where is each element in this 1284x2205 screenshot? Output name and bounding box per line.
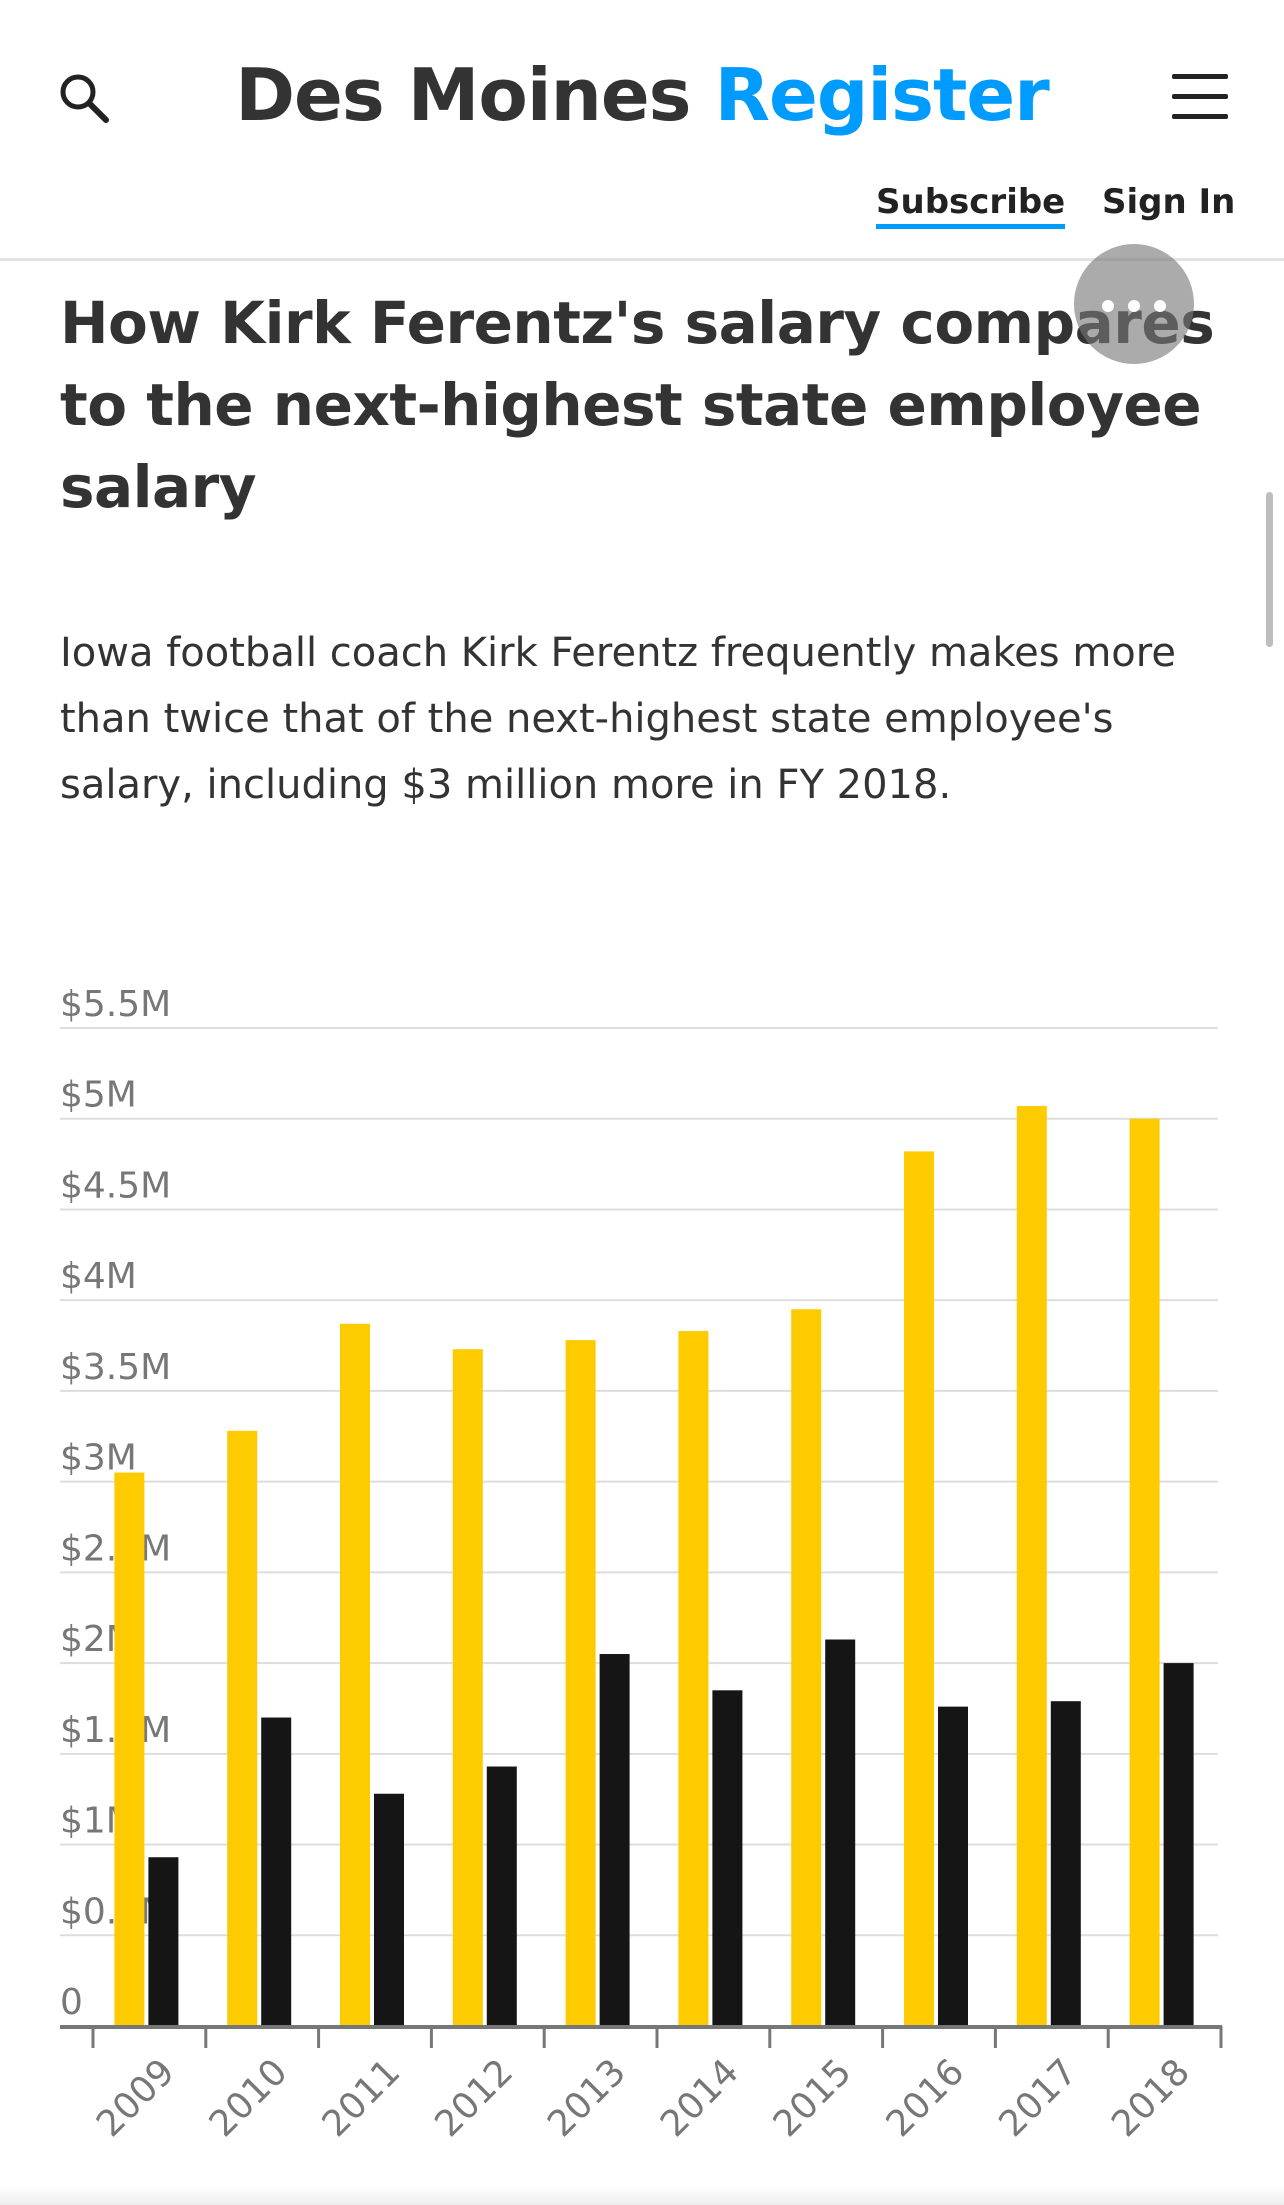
bar-next-highest bbox=[599, 1654, 630, 2026]
sign-in-link[interactable]: Sign In bbox=[1102, 182, 1236, 222]
bar-ferentz bbox=[678, 1331, 709, 2026]
x-tick-label: 2012 bbox=[427, 2051, 521, 2145]
brand-accent-text: Register bbox=[714, 53, 1050, 137]
bar-next-highest bbox=[486, 1766, 517, 2026]
y-tick-label: $3M bbox=[60, 1438, 137, 1479]
bar-next-highest bbox=[825, 1639, 856, 2026]
hamburger-menu-icon[interactable] bbox=[1172, 74, 1228, 120]
x-tick-label: 2011 bbox=[315, 2051, 409, 2145]
x-tick-label: 2009 bbox=[89, 2051, 183, 2145]
bar-next-highest bbox=[1050, 1701, 1081, 2026]
bar-ferentz bbox=[904, 1151, 934, 2026]
bar-ferentz bbox=[791, 1309, 822, 2026]
x-tick-label: 2013 bbox=[540, 2051, 634, 2145]
bar-ferentz bbox=[227, 1430, 258, 2026]
x-tick-label: 2010 bbox=[202, 2051, 296, 2145]
article-description: Iowa football coach Kirk Ferentz frequen… bbox=[60, 630, 1176, 808]
bar-ferentz bbox=[340, 1323, 370, 2026]
x-tick-label: 2014 bbox=[653, 2051, 747, 2145]
brand-main-text: Des Moines bbox=[235, 53, 691, 137]
bar-ferentz bbox=[452, 1349, 483, 2026]
bar-next-highest bbox=[148, 1857, 179, 2026]
bar-next-highest bbox=[938, 1706, 968, 2026]
salary-bar-chart: 0$0.5M$1M$1.5M$2M$2.5M$3M$3.5M$4M$4.5M$5… bbox=[60, 984, 1223, 2145]
y-tick-label: $5.5M bbox=[60, 984, 171, 1025]
y-tick-label: $5M bbox=[60, 1075, 137, 1116]
more-options-icon[interactable] bbox=[1074, 244, 1194, 364]
x-tick-label: 2016 bbox=[879, 2051, 973, 2145]
y-tick-label: $4M bbox=[60, 1256, 137, 1297]
site-header: Des Moines Register Subscribe Sign In bbox=[0, 0, 1284, 261]
bar-next-highest bbox=[1163, 1663, 1194, 2026]
subscribe-link[interactable]: Subscribe bbox=[876, 182, 1066, 229]
y-tick-label: $4.5M bbox=[60, 1165, 171, 1206]
bar-ferentz bbox=[114, 1472, 145, 2026]
search-icon[interactable] bbox=[56, 70, 112, 126]
x-tick-label: 2017 bbox=[991, 2051, 1085, 2145]
bar-ferentz bbox=[1129, 1118, 1160, 2026]
article-title: How Kirk Ferentz's salary compares to th… bbox=[60, 289, 1215, 521]
y-tick-label: $3.5M bbox=[60, 1347, 171, 1388]
bar-next-highest bbox=[261, 1717, 292, 2026]
bar-ferentz bbox=[1016, 1106, 1047, 2026]
bar-next-highest bbox=[712, 1690, 743, 2026]
page-bottom-edge bbox=[0, 2185, 1284, 2205]
x-tick-label: 2015 bbox=[766, 2051, 860, 2145]
bar-next-highest bbox=[374, 1793, 404, 2026]
brand-logo[interactable]: Des Moines Register bbox=[0, 50, 1284, 140]
scrollbar-thumb[interactable] bbox=[1266, 492, 1273, 647]
bar-ferentz bbox=[565, 1340, 596, 2026]
y-tick-label: 0 bbox=[60, 1982, 83, 2023]
x-tick-label: 2018 bbox=[1104, 2051, 1198, 2145]
